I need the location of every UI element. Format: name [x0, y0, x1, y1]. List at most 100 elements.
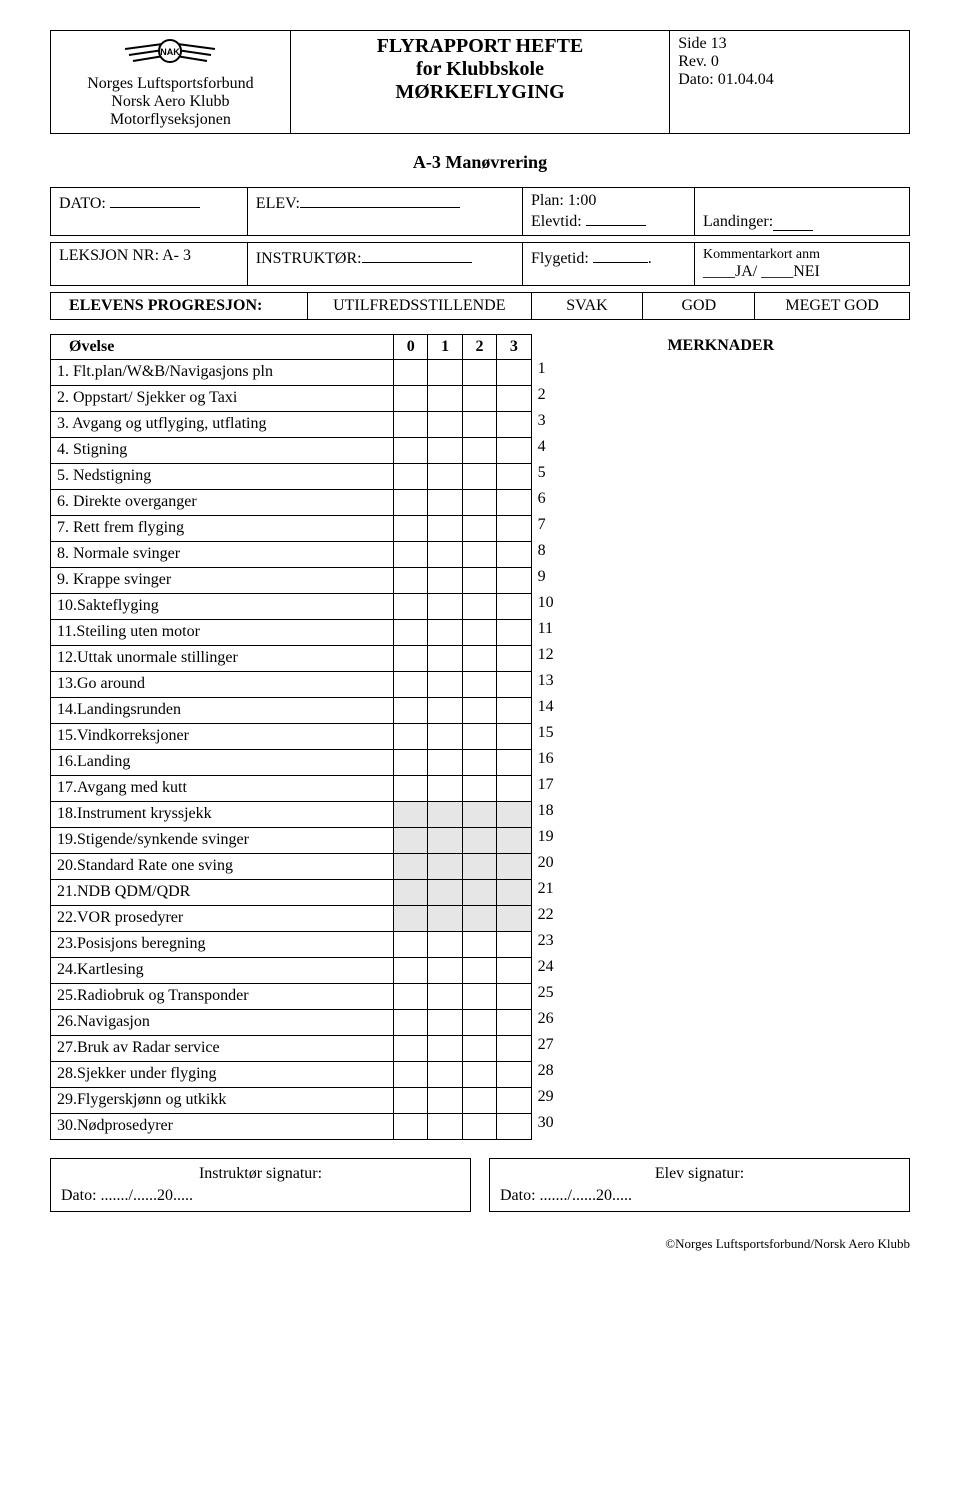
grade-cell[interactable] — [394, 776, 428, 802]
grade-cell[interactable] — [394, 594, 428, 620]
grade-cell[interactable] — [463, 386, 497, 412]
grade-cell[interactable] — [428, 412, 462, 438]
kommentar-field[interactable]: Kommentarkort anm ____JA/ ____NEI — [695, 242, 910, 286]
grade-cell[interactable] — [394, 854, 428, 880]
remark-row[interactable]: 8 — [532, 540, 910, 566]
remark-row[interactable]: 10 — [532, 592, 910, 618]
remark-row[interactable]: 21 — [532, 878, 910, 904]
grade-cell[interactable] — [394, 516, 428, 542]
grade-cell[interactable] — [497, 490, 531, 516]
grade-cell[interactable] — [463, 1036, 497, 1062]
remark-row[interactable]: 29 — [532, 1086, 910, 1112]
grade-cell[interactable] — [497, 750, 531, 776]
grade-cell[interactable] — [394, 360, 428, 386]
grade-cell[interactable] — [497, 854, 531, 880]
grade-cell[interactable] — [428, 802, 462, 828]
dato-field[interactable]: DATO: — [50, 187, 248, 236]
grade-cell[interactable] — [394, 724, 428, 750]
grade-cell[interactable] — [497, 672, 531, 698]
grade-cell[interactable] — [497, 568, 531, 594]
grade-cell[interactable] — [497, 880, 531, 906]
remark-row[interactable]: 25 — [532, 982, 910, 1008]
remark-row[interactable]: 17 — [532, 774, 910, 800]
grade-cell[interactable] — [428, 854, 462, 880]
grade-cell[interactable] — [394, 438, 428, 464]
grade-cell[interactable] — [497, 958, 531, 984]
flygetid-field[interactable]: Flygetid: . — [523, 242, 695, 286]
remark-row[interactable]: 20 — [532, 852, 910, 878]
remark-row[interactable]: 28 — [532, 1060, 910, 1086]
remark-row[interactable]: 14 — [532, 696, 910, 722]
grade-cell[interactable] — [428, 698, 462, 724]
grade-cell[interactable] — [394, 906, 428, 932]
grade-cell[interactable] — [394, 958, 428, 984]
remark-row[interactable]: 26 — [532, 1008, 910, 1034]
grade-cell[interactable] — [497, 386, 531, 412]
grade-cell[interactable] — [394, 672, 428, 698]
prog-god[interactable]: GOD — [643, 292, 755, 320]
grade-cell[interactable] — [428, 932, 462, 958]
remark-row[interactable]: 27 — [532, 1034, 910, 1060]
grade-cell[interactable] — [497, 1010, 531, 1036]
grade-cell[interactable] — [463, 828, 497, 854]
grade-cell[interactable] — [394, 698, 428, 724]
grade-cell[interactable] — [428, 724, 462, 750]
remark-row[interactable]: 12 — [532, 644, 910, 670]
grade-cell[interactable] — [394, 646, 428, 672]
grade-cell[interactable] — [394, 1062, 428, 1088]
remark-row[interactable]: 2 — [532, 384, 910, 410]
grade-cell[interactable] — [463, 542, 497, 568]
grade-cell[interactable] — [394, 620, 428, 646]
grade-cell[interactable] — [394, 828, 428, 854]
grade-cell[interactable] — [497, 646, 531, 672]
grade-cell[interactable] — [463, 776, 497, 802]
instruktor-field[interactable]: INSTRUKTØR: — [248, 242, 523, 286]
grade-cell[interactable] — [497, 984, 531, 1010]
grade-cell[interactable] — [394, 490, 428, 516]
grade-cell[interactable] — [428, 1088, 462, 1114]
grade-cell[interactable] — [497, 724, 531, 750]
grade-cell[interactable] — [394, 568, 428, 594]
remark-row[interactable]: 24 — [532, 956, 910, 982]
prog-meget-god[interactable]: MEGET GOD — [755, 292, 910, 320]
grade-cell[interactable] — [463, 750, 497, 776]
grade-cell[interactable] — [463, 620, 497, 646]
grade-cell[interactable] — [428, 646, 462, 672]
grade-cell[interactable] — [497, 1114, 531, 1140]
grade-cell[interactable] — [497, 542, 531, 568]
grade-cell[interactable] — [463, 698, 497, 724]
grade-cell[interactable] — [394, 880, 428, 906]
grade-cell[interactable] — [497, 516, 531, 542]
grade-cell[interactable] — [497, 594, 531, 620]
grade-cell[interactable] — [463, 1114, 497, 1140]
grade-cell[interactable] — [463, 724, 497, 750]
grade-cell[interactable] — [463, 854, 497, 880]
grade-cell[interactable] — [497, 906, 531, 932]
remark-row[interactable]: 22 — [532, 904, 910, 930]
remark-row[interactable]: 9 — [532, 566, 910, 592]
remark-row[interactable]: 23 — [532, 930, 910, 956]
grade-cell[interactable] — [428, 542, 462, 568]
remark-row[interactable]: 7 — [532, 514, 910, 540]
grade-cell[interactable] — [497, 1062, 531, 1088]
grade-cell[interactable] — [428, 958, 462, 984]
grade-cell[interactable] — [497, 438, 531, 464]
grade-cell[interactable] — [463, 932, 497, 958]
grade-cell[interactable] — [463, 802, 497, 828]
grade-cell[interactable] — [463, 958, 497, 984]
grade-cell[interactable] — [428, 438, 462, 464]
grade-cell[interactable] — [428, 464, 462, 490]
grade-cell[interactable] — [428, 594, 462, 620]
grade-cell[interactable] — [428, 386, 462, 412]
remark-row[interactable]: 1 — [532, 358, 910, 384]
remark-row[interactable]: 18 — [532, 800, 910, 826]
landinger-field[interactable]: Landinger: — [695, 187, 910, 236]
remark-row[interactable]: 16 — [532, 748, 910, 774]
grade-cell[interactable] — [394, 1114, 428, 1140]
grade-cell[interactable] — [463, 360, 497, 386]
grade-cell[interactable] — [463, 464, 497, 490]
grade-cell[interactable] — [463, 438, 497, 464]
grade-cell[interactable] — [428, 1036, 462, 1062]
elev-field[interactable]: ELEV: — [248, 187, 523, 236]
grade-cell[interactable] — [394, 1010, 428, 1036]
